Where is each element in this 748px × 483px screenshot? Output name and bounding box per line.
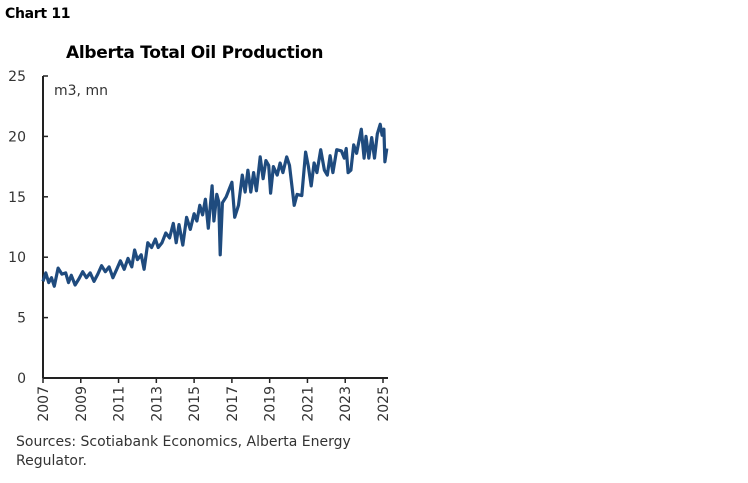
x-tick-label: 2011 xyxy=(112,386,128,422)
x-axis: 2007 2009 2011 2013 2015 2017 2019 2021 2023 2025 xyxy=(36,377,392,422)
y-tick-label: 15 xyxy=(8,190,26,206)
x-tick-label: 2019 xyxy=(263,386,279,422)
series-line xyxy=(41,122,389,288)
x-tick-label: 2017 xyxy=(225,386,241,422)
x-tick-label: 2009 xyxy=(74,386,90,422)
y-tick-label: 0 xyxy=(17,371,26,387)
chart-title: Alberta Total Oil Production xyxy=(66,43,324,63)
x-tick-label: 2023 xyxy=(338,386,354,422)
x-tick-label: 2007 xyxy=(36,386,52,422)
x-tick-label: 2015 xyxy=(187,386,203,422)
unit-label: m3, mn xyxy=(54,83,108,99)
y-tick-label: 10 xyxy=(8,250,26,266)
x-tick-label: 2021 xyxy=(300,386,316,422)
y-tick-label: 5 xyxy=(17,311,26,327)
x-tick-label: 2025 xyxy=(376,386,392,422)
x-tick-label: 2013 xyxy=(149,386,165,422)
chart-number-label: Chart 11 xyxy=(5,6,71,22)
source-note: Sources: Scotiabank Economics, Alberta E… xyxy=(16,434,351,469)
y-axis: 0 5 10 15 20 25 xyxy=(8,69,48,387)
y-tick-label: 20 xyxy=(8,129,26,145)
y-tick-label: 25 xyxy=(8,69,26,85)
